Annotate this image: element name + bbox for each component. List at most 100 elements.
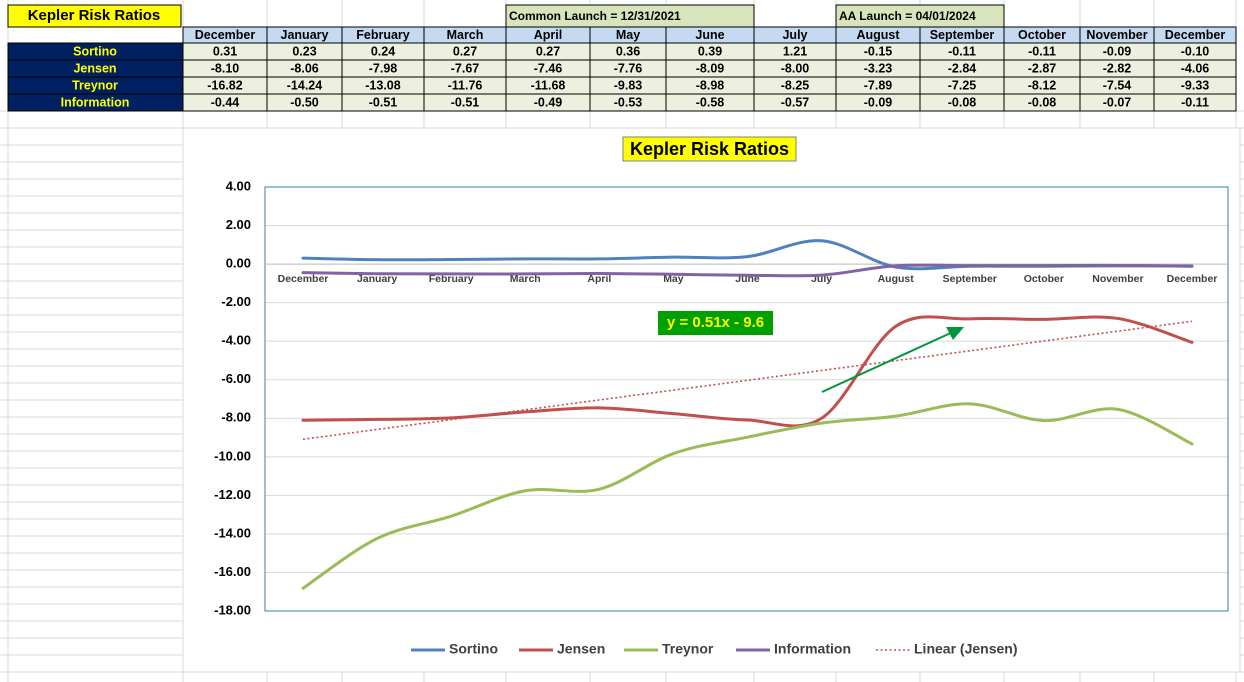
chart-title: Kepler Risk Ratios bbox=[630, 139, 789, 159]
y-tick-label: -2.00 bbox=[221, 294, 251, 309]
cell-value: -0.58 bbox=[696, 95, 725, 109]
legend-label: Linear (Jensen) bbox=[914, 641, 1017, 657]
cell-value: -7.76 bbox=[614, 61, 643, 75]
y-tick-label: -12.00 bbox=[214, 487, 251, 502]
column-header: August bbox=[856, 28, 900, 42]
cell-value: -8.09 bbox=[696, 61, 725, 75]
cell-value: -7.89 bbox=[864, 78, 893, 92]
y-tick-label: -8.00 bbox=[221, 410, 251, 425]
column-header: May bbox=[616, 28, 640, 42]
row-label: Information bbox=[61, 95, 130, 109]
cell-value: 0.39 bbox=[698, 44, 722, 58]
data-cell bbox=[1153, 93, 1237, 112]
cell-value: -7.46 bbox=[534, 61, 563, 75]
trend-label-box bbox=[658, 311, 773, 335]
y-tick-label: -4.00 bbox=[221, 333, 251, 348]
cell-value: -2.82 bbox=[1103, 61, 1132, 75]
column-header: June bbox=[695, 28, 724, 42]
cell-value: -16.82 bbox=[207, 78, 242, 92]
series-line bbox=[301, 402, 1194, 590]
x-tick-label: December bbox=[278, 273, 329, 285]
y-tick-label: -10.00 bbox=[214, 448, 251, 463]
column-header: October bbox=[1018, 28, 1066, 42]
cell-value: -2.87 bbox=[1028, 61, 1057, 75]
cell-value: -11.76 bbox=[448, 78, 483, 92]
column-header: November bbox=[1086, 28, 1147, 42]
cell-value: -7.98 bbox=[369, 61, 398, 75]
cell-value: -2.84 bbox=[948, 61, 977, 75]
cell-value: -0.15 bbox=[864, 44, 893, 58]
cell-value: -8.06 bbox=[290, 61, 319, 75]
cell-value: -0.44 bbox=[211, 95, 240, 109]
column-header: July bbox=[782, 28, 807, 42]
cell-value: -3.23 bbox=[864, 61, 893, 75]
cell-value: 0.36 bbox=[616, 44, 640, 58]
column-header: January bbox=[281, 28, 329, 42]
cell-value: -13.08 bbox=[365, 78, 400, 92]
cell-value: -9.83 bbox=[614, 78, 643, 92]
series-line bbox=[301, 315, 1194, 428]
column-header: March bbox=[447, 28, 484, 42]
trendline bbox=[302, 320, 1193, 441]
arrow bbox=[821, 330, 956, 393]
legend-label: Treynor bbox=[662, 641, 714, 657]
column-header: February bbox=[356, 28, 410, 42]
row-label: Sortino bbox=[73, 44, 117, 58]
cell-value: -8.98 bbox=[696, 78, 725, 92]
x-tick-label: October bbox=[1024, 273, 1064, 285]
cell-value: 0.27 bbox=[536, 44, 560, 58]
cell-value: -0.07 bbox=[1103, 95, 1132, 109]
x-tick-label: March bbox=[510, 273, 541, 285]
plot-area bbox=[264, 186, 1229, 612]
x-tick-label: November bbox=[1092, 273, 1143, 285]
cell-value: -0.09 bbox=[864, 95, 893, 109]
cell-value: 0.27 bbox=[453, 44, 477, 58]
cell-value: 1.21 bbox=[783, 44, 807, 58]
column-header: April bbox=[534, 28, 562, 42]
cell-value: -0.49 bbox=[534, 95, 563, 109]
cell-value: -8.25 bbox=[781, 78, 810, 92]
title-cell bbox=[7, 4, 182, 28]
legend-label: Sortino bbox=[449, 641, 498, 657]
y-tick-label: 0.00 bbox=[226, 256, 251, 271]
cell-value: -7.67 bbox=[451, 61, 480, 75]
table-title: Kepler Risk Ratios bbox=[28, 7, 161, 24]
y-tick-label: -14.00 bbox=[214, 525, 251, 540]
note: AA Launch = 04/01/2024 bbox=[839, 9, 976, 23]
x-tick-label: January bbox=[357, 273, 397, 285]
cell-value: -0.51 bbox=[369, 95, 398, 109]
chart-title-box bbox=[622, 136, 797, 162]
arrow-head bbox=[946, 327, 964, 340]
y-tick-label: -16.00 bbox=[214, 564, 251, 579]
x-tick-label: April bbox=[587, 273, 611, 285]
trend-label: y = 0.51x - 9.6 bbox=[667, 314, 764, 331]
x-tick-label: August bbox=[878, 273, 915, 285]
cell-value: -0.08 bbox=[1028, 95, 1057, 109]
cell-value: -4.06 bbox=[1181, 61, 1210, 75]
y-tick-label: 4.00 bbox=[226, 178, 251, 193]
y-tick-label: -6.00 bbox=[221, 371, 251, 386]
legend-label: Information bbox=[774, 641, 851, 657]
cell-value: -11.68 bbox=[531, 78, 566, 92]
chart-area bbox=[182, 127, 1241, 673]
cell-value: -8.00 bbox=[781, 61, 810, 75]
cell-value: -0.11 bbox=[948, 44, 976, 58]
cell-value: -9.33 bbox=[1181, 78, 1210, 92]
cell-value: -0.11 bbox=[1181, 95, 1209, 109]
y-tick-label: -18.00 bbox=[214, 602, 251, 617]
x-tick-label: February bbox=[429, 273, 474, 285]
cell-value: -14.24 bbox=[287, 78, 322, 92]
cell-value: -0.57 bbox=[781, 95, 810, 109]
row-label: Treynor bbox=[72, 78, 118, 92]
cell-value: 0.24 bbox=[371, 44, 395, 58]
cell-value: -0.11 bbox=[1028, 44, 1056, 58]
cell-value: -0.51 bbox=[451, 95, 480, 109]
legend-label: Jensen bbox=[557, 641, 605, 657]
x-tick-label: September bbox=[943, 273, 997, 285]
cell-value: -0.10 bbox=[1181, 44, 1210, 58]
cell-value: -8.10 bbox=[211, 61, 240, 75]
x-tick-label: December bbox=[1167, 273, 1218, 285]
column-header: December bbox=[1165, 28, 1226, 42]
